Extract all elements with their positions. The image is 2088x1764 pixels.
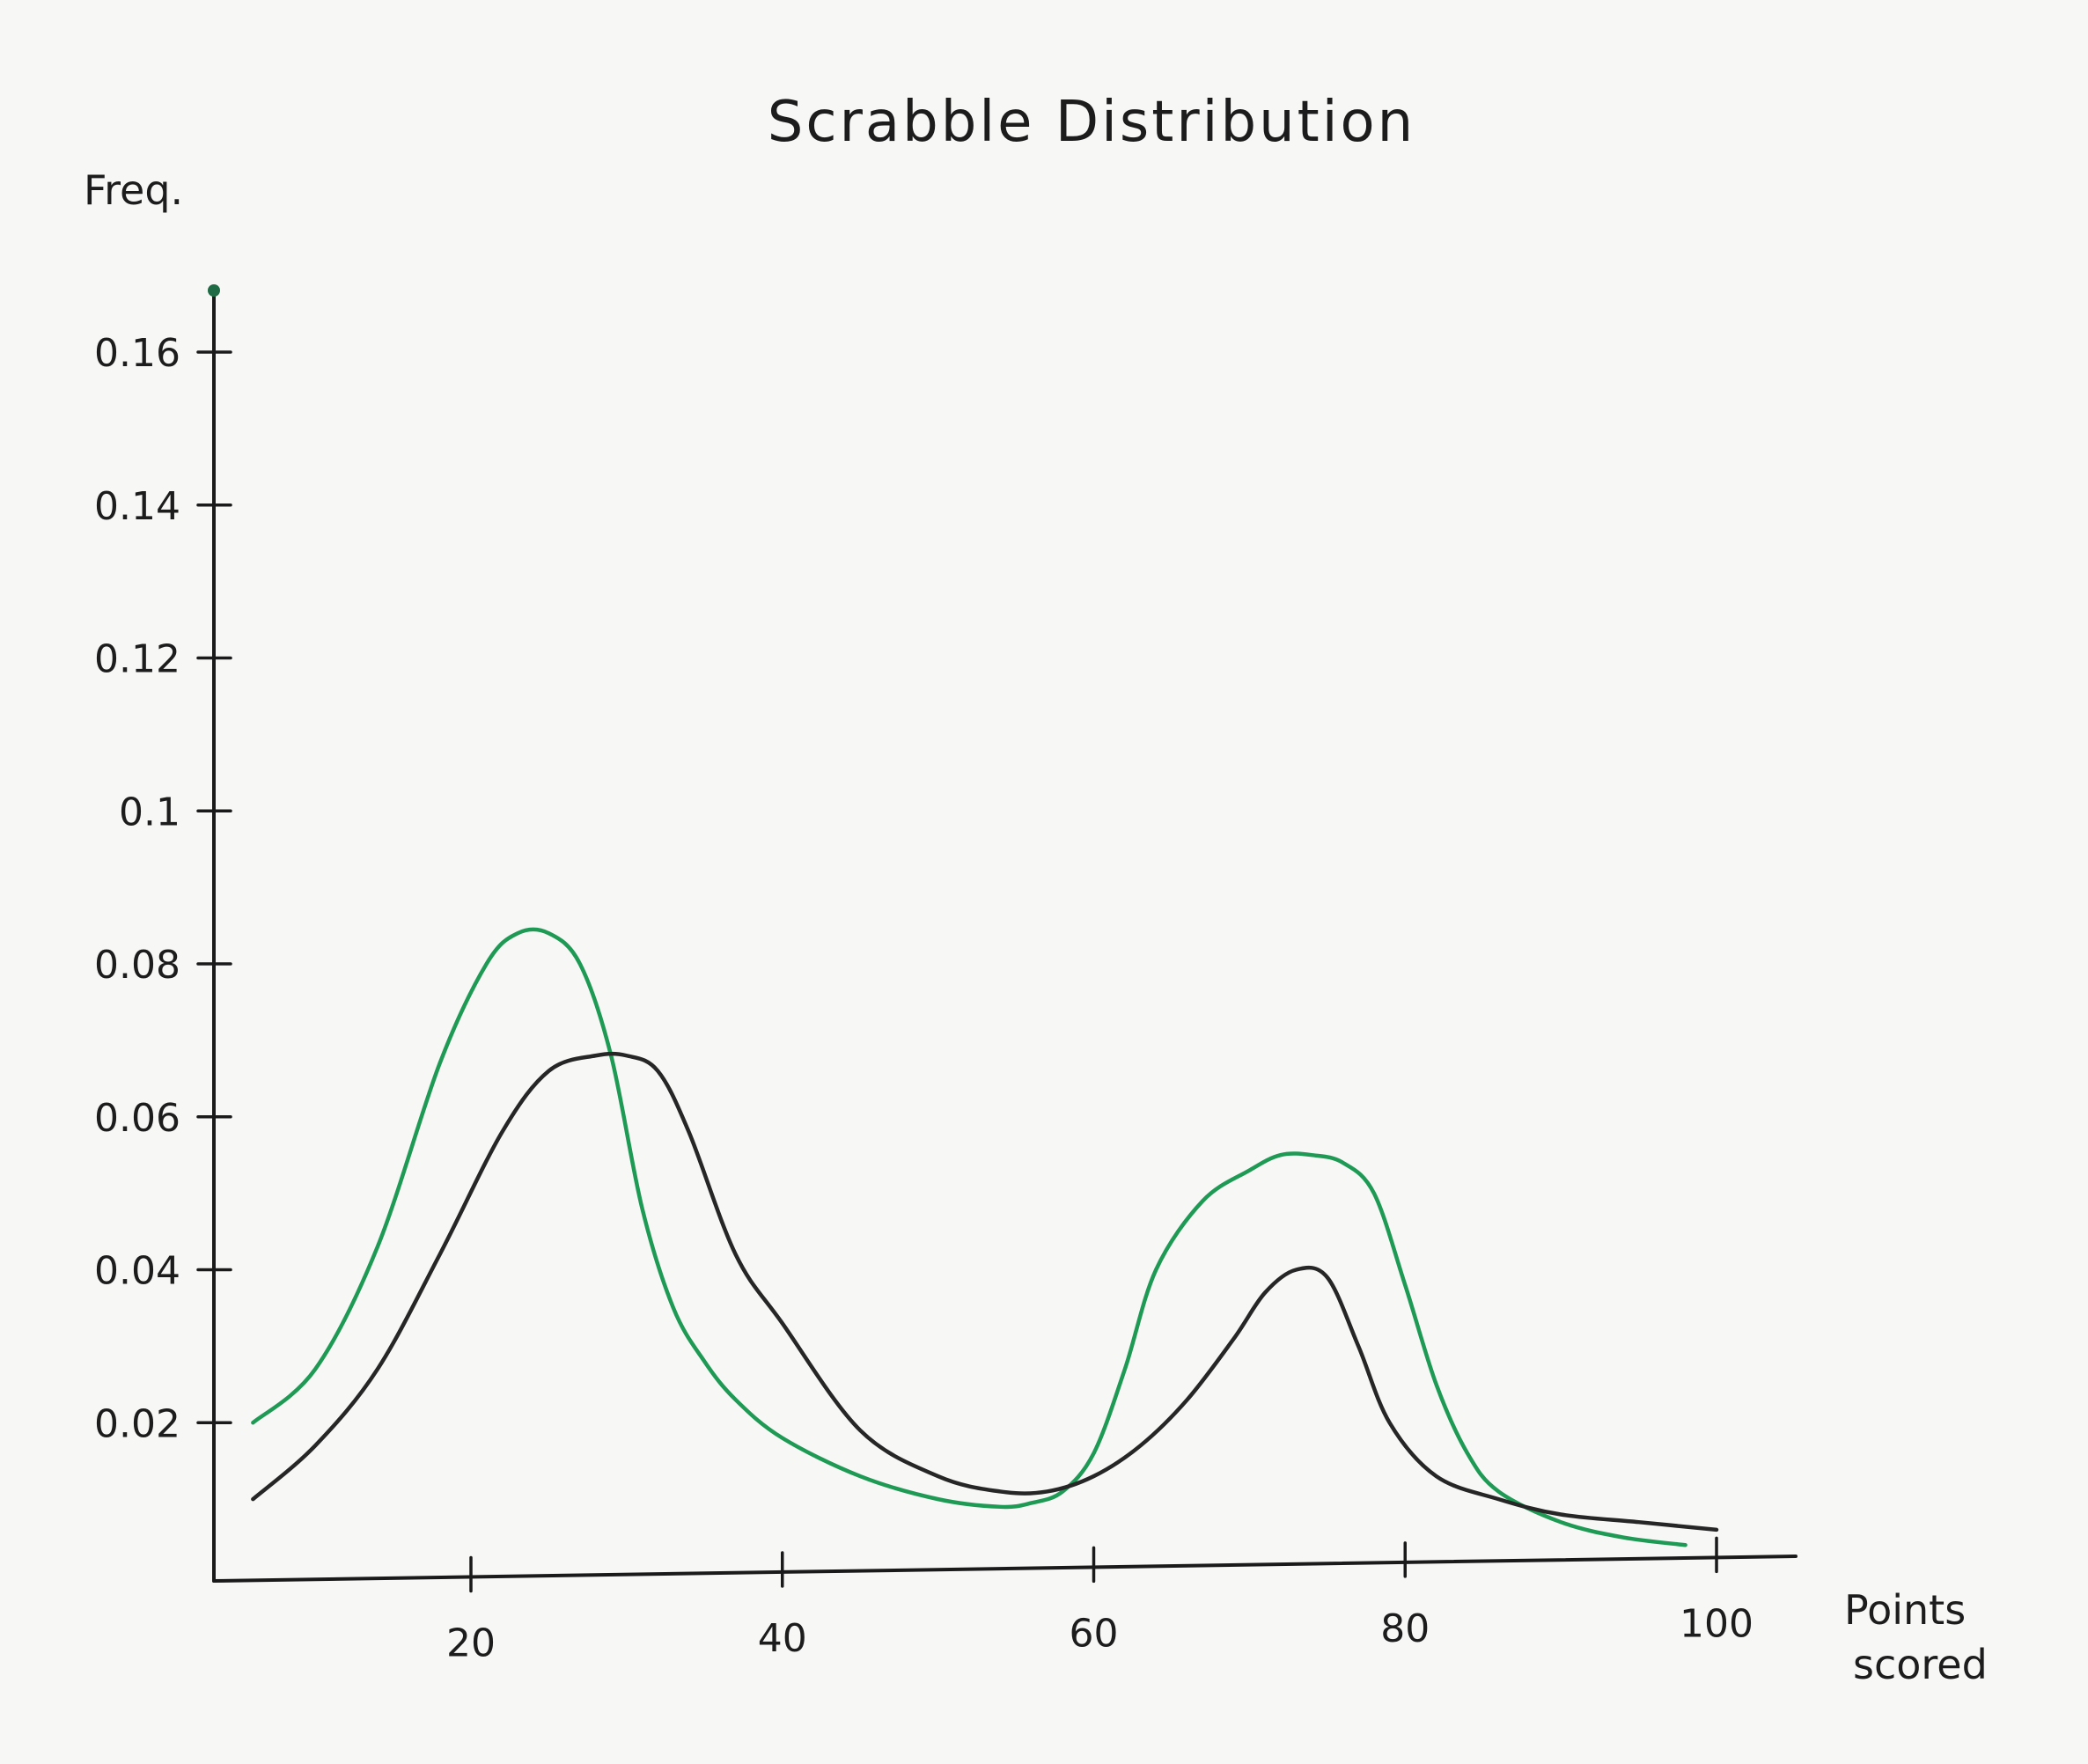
y-tick-label: 0.06 xyxy=(94,1096,180,1141)
y-tick-label: 0.1 xyxy=(119,790,180,834)
y-axis-arrow-dot xyxy=(208,284,220,297)
chart-title: Scrabble Distribution xyxy=(768,90,1415,155)
x-tick-label: 40 xyxy=(758,1616,807,1661)
y-tick-label: 0.08 xyxy=(94,943,180,988)
x-axis-line xyxy=(212,1555,1798,1583)
y-tick-label: 0.16 xyxy=(94,331,180,376)
x-tick-label: 20 xyxy=(446,1621,496,1665)
series-line-black xyxy=(251,1051,1719,1532)
y-tick-label: 0.14 xyxy=(94,484,180,529)
series-layer xyxy=(251,927,1719,1547)
y-tick-label: 0.02 xyxy=(94,1401,180,1446)
series-line-green xyxy=(251,927,1687,1547)
y-tick-label: 0.04 xyxy=(94,1249,180,1294)
x-tick-label: 60 xyxy=(1070,1611,1119,1656)
y-axis-label: Freq. xyxy=(84,166,183,214)
x-tick-label: 100 xyxy=(1680,1601,1753,1646)
x-axis-label-line: scored xyxy=(1853,1641,1988,1688)
y-ticks: 0.02 0.04 0.06 0.08 0.1 0.12 0.14 0.16 xyxy=(94,331,232,1446)
x-ticks: 20 40 60 80 100 xyxy=(446,1536,1753,1665)
y-tick-label: 0.12 xyxy=(94,637,180,682)
x-axis-label-line: Points xyxy=(1844,1586,1966,1634)
x-tick-label: 80 xyxy=(1380,1606,1430,1651)
x-axis-label: Points scored xyxy=(1844,1586,1988,1688)
